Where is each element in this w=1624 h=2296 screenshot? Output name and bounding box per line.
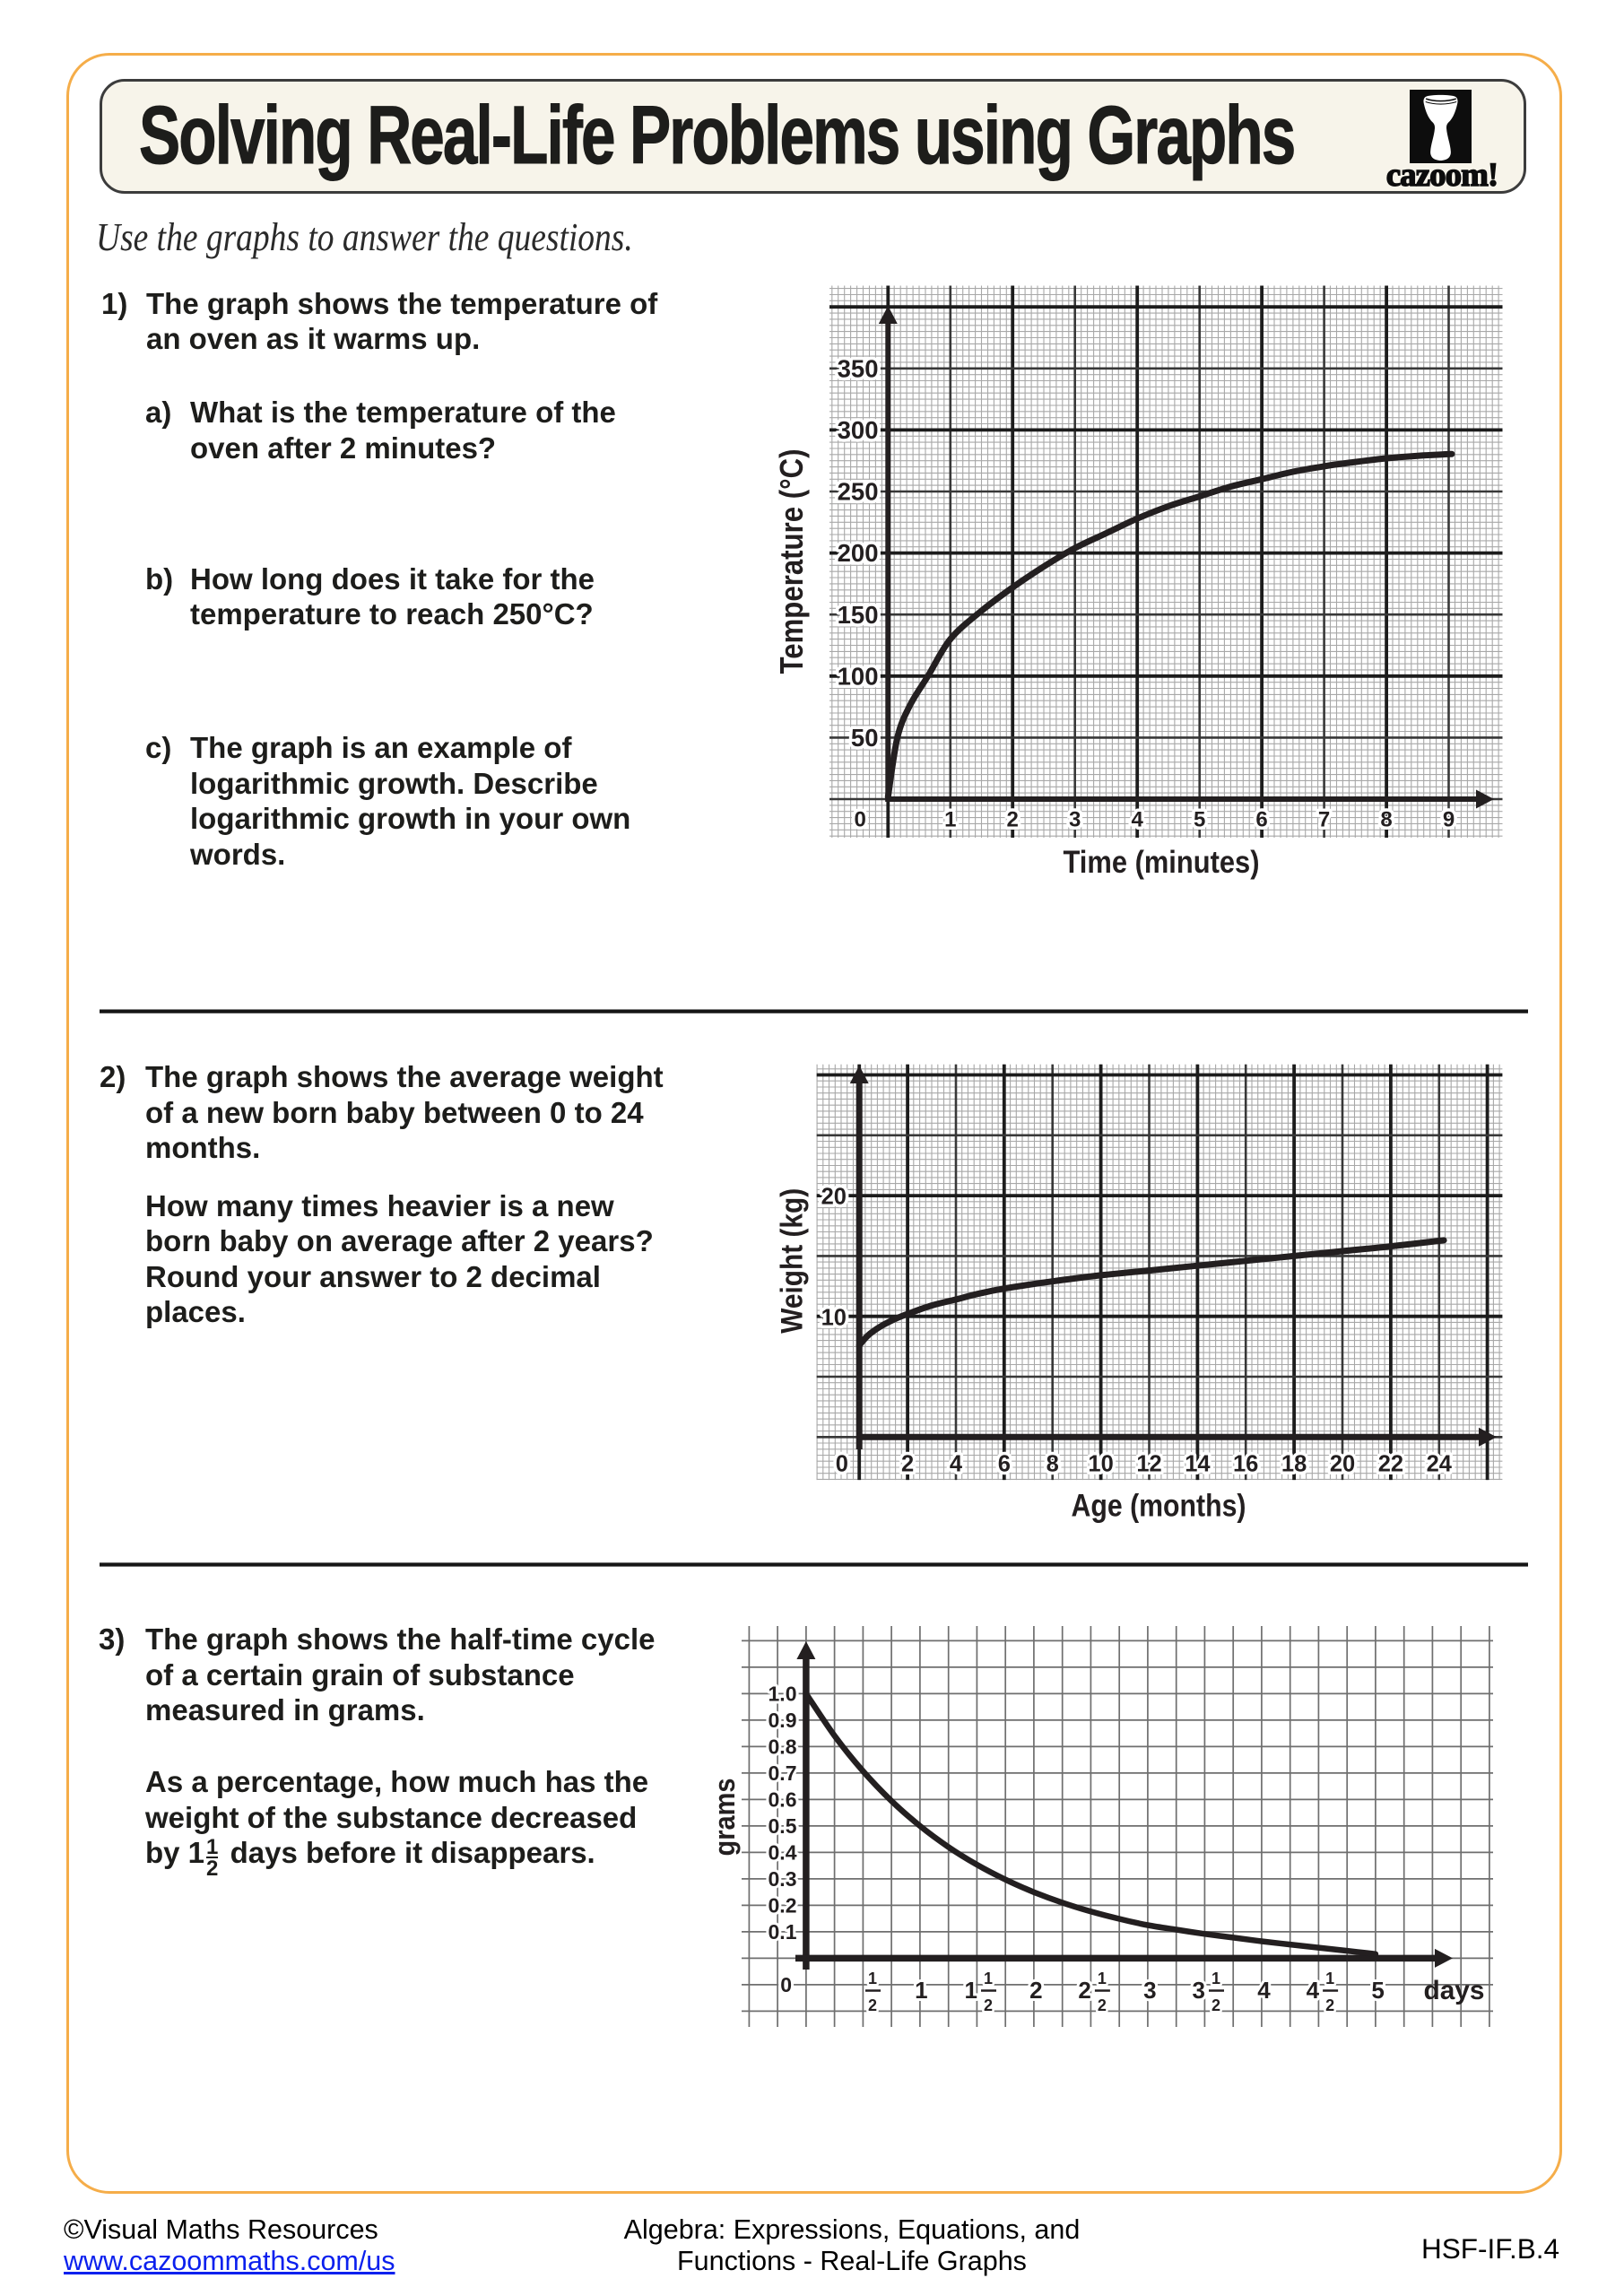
svg-text:300: 300 <box>838 416 879 444</box>
svg-text:200: 200 <box>838 539 879 567</box>
svg-text:0.1: 0.1 <box>769 1920 797 1944</box>
svg-text:0.3: 0.3 <box>769 1867 797 1891</box>
svg-text:4: 4 <box>1257 1977 1271 2004</box>
svg-text:4: 4 <box>1132 808 1144 832</box>
svg-text:2: 2 <box>1007 808 1019 832</box>
svg-text:1: 1 <box>915 1977 927 2004</box>
svg-text:Temperature (°C): Temperature (°C) <box>773 449 810 674</box>
svg-text:12: 12 <box>1136 1452 1161 1477</box>
svg-text:2: 2 <box>1211 1996 1220 2014</box>
svg-text:14: 14 <box>1185 1452 1211 1477</box>
svg-text:Weight (kg): Weight (kg) <box>776 1188 810 1334</box>
svg-text:24: 24 <box>1427 1452 1453 1477</box>
svg-text:0.9: 0.9 <box>769 1709 797 1732</box>
svg-text:2: 2 <box>1098 1996 1107 2014</box>
svg-text:22: 22 <box>1378 1452 1403 1477</box>
svg-text:1: 1 <box>1325 1970 1334 1987</box>
svg-text:6: 6 <box>998 1452 1011 1477</box>
svg-text:100: 100 <box>838 662 879 690</box>
svg-text:2: 2 <box>1029 1977 1042 2004</box>
svg-text:4: 4 <box>1307 1977 1320 2004</box>
svg-text:1: 1 <box>965 1977 977 2004</box>
svg-text:0.4: 0.4 <box>769 1841 797 1865</box>
svg-text:2: 2 <box>868 1996 877 2014</box>
svg-text:250: 250 <box>838 478 879 506</box>
svg-text:2: 2 <box>984 1996 993 2014</box>
svg-text:3: 3 <box>1193 1977 1205 2004</box>
svg-text:18: 18 <box>1281 1452 1307 1477</box>
svg-text:Time (minutes): Time (minutes) <box>1064 845 1260 880</box>
svg-text:9: 9 <box>1443 808 1455 832</box>
svg-text:3: 3 <box>1069 808 1081 832</box>
svg-text:1: 1 <box>868 1970 877 1987</box>
svg-text:0: 0 <box>855 808 866 832</box>
svg-text:grams: grams <box>708 1779 741 1857</box>
svg-text:16: 16 <box>1233 1452 1258 1477</box>
svg-text:1.0: 1.0 <box>769 1683 797 1706</box>
svg-text:0.2: 0.2 <box>769 1894 797 1918</box>
svg-text:Age (months): Age (months) <box>1072 1489 1246 1524</box>
svg-text:350: 350 <box>838 354 879 382</box>
svg-text:20: 20 <box>821 1185 847 1210</box>
svg-text:150: 150 <box>838 601 879 629</box>
svg-text:0: 0 <box>836 1452 848 1477</box>
svg-text:3: 3 <box>1143 1977 1156 2004</box>
svg-text:2: 2 <box>1078 1977 1090 2004</box>
svg-text:7: 7 <box>1318 808 1330 832</box>
svg-text:5: 5 <box>1194 808 1205 832</box>
svg-text:8: 8 <box>1380 808 1392 832</box>
svg-text:50: 50 <box>851 724 879 752</box>
svg-text:5: 5 <box>1371 1977 1384 2004</box>
svg-text:1: 1 <box>1211 1970 1220 1987</box>
svg-text:10: 10 <box>1088 1452 1113 1477</box>
svg-text:1: 1 <box>944 808 956 832</box>
svg-text:20: 20 <box>1330 1452 1355 1477</box>
svg-text:0.6: 0.6 <box>769 1788 797 1812</box>
svg-text:10: 10 <box>821 1305 847 1330</box>
svg-text:1: 1 <box>984 1970 993 1987</box>
svg-text:2: 2 <box>1325 1996 1334 2014</box>
svg-text:6: 6 <box>1255 808 1267 832</box>
svg-text:2: 2 <box>901 1452 914 1477</box>
svg-text:8: 8 <box>1046 1452 1059 1477</box>
svg-text:0.5: 0.5 <box>769 1814 797 1838</box>
svg-text:0.8: 0.8 <box>769 1735 797 1759</box>
svg-text:1: 1 <box>1098 1970 1107 1987</box>
svg-text:4: 4 <box>950 1452 963 1477</box>
svg-text:0.7: 0.7 <box>769 1761 797 1785</box>
svg-text:0: 0 <box>780 1973 792 1996</box>
svg-text:days: days <box>1424 1976 1485 2005</box>
